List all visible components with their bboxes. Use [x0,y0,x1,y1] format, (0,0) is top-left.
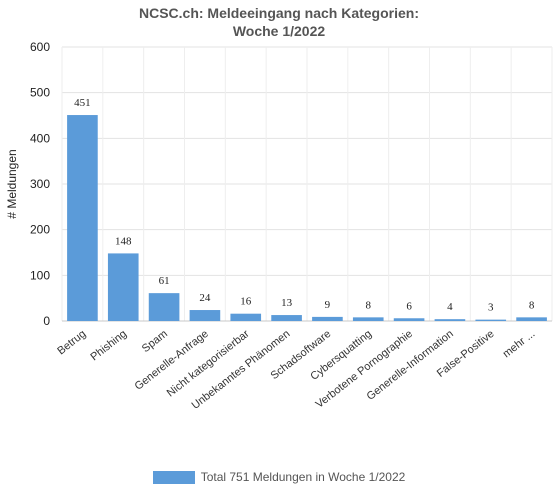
bar [516,317,547,321]
bar-value-label: 13 [281,297,293,309]
x-tick-label: Phishing [88,328,129,363]
bar [352,317,384,321]
bar-value-label: 8 [366,299,372,311]
y-tick-label: 500 [30,86,50,100]
y-tick-label: 600 [30,40,50,54]
x-tick-label: mehr ... [501,328,538,360]
bar-value-label: 6 [406,300,412,312]
bar [434,319,466,321]
legend-swatch [152,470,195,484]
bar [475,319,507,321]
legend[interactable]: Total 751 Meldungen in Woche 1/2022 [0,470,558,484]
bar [271,315,302,321]
bar-value-label: 4 [447,301,453,313]
bar-chart: 0 100 200 300 400 500 600 # Meldungen 451 Betrug 1… [5,40,553,412]
bar [107,253,139,321]
legend-label: Total 751 Meldungen in Woche 1/2022 [200,470,406,484]
bar [312,316,343,321]
bar [393,318,425,321]
x-tick-label: Betrug [55,328,88,357]
bar-value-label: 3 [488,302,494,314]
y-tick-label: 0 [43,314,50,328]
chart-title: NCSC.ch: Meldeeingang nach Kategorien: W… [0,4,558,40]
y-tick-label: 300 [30,177,50,191]
y-tick-label: 100 [30,268,50,282]
x-tick-label: Spam [140,328,170,355]
y-tick-label: 400 [30,131,50,145]
chart-title-line-2: Woche 1/2022 [232,23,326,39]
y-axis-title: # Meldungen [5,149,19,218]
bar [189,310,221,321]
bar [148,293,180,321]
y-tick-label: 200 [30,223,50,237]
bar-value-label: 9 [325,299,331,311]
bar-value-label: 451 [74,97,91,109]
x-tick-label: Generelle-Anfrage [133,328,211,393]
bar [67,115,98,321]
bar-value-label: 24 [199,292,211,304]
bar [230,313,262,321]
chart-title-line-1: NCSC.ch: Meldeeingang nach Kategorien: [138,5,420,21]
bar-value-label: 148 [115,235,132,247]
bar-value-label: 16 [240,296,252,308]
bar-value-label: 61 [159,275,170,287]
bar-value-label: 8 [529,299,535,311]
